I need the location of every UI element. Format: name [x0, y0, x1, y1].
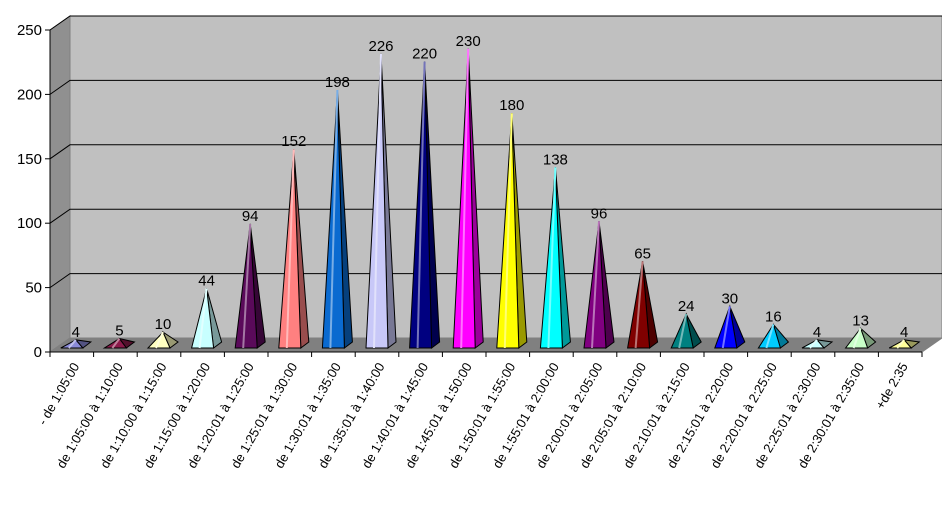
bar-highlight [721, 306, 731, 349]
bar-highlight [809, 339, 818, 349]
y-tick-label: 200 [17, 86, 42, 103]
bars [60, 48, 921, 349]
y-tick-label: 150 [17, 151, 42, 168]
bar [409, 61, 441, 349]
bar-highlight [329, 89, 339, 349]
bar-highlight [503, 113, 513, 349]
data-label: 4 [72, 324, 80, 341]
data-label: 96 [591, 205, 608, 222]
data-label: 24 [678, 298, 695, 315]
bar [102, 337, 136, 349]
bar [234, 223, 266, 349]
bar [757, 323, 790, 349]
bar-highlight [285, 149, 295, 349]
bar-highlight [547, 167, 557, 349]
data-label: 30 [721, 290, 738, 307]
y-tick-label: 50 [25, 280, 42, 297]
bar [627, 261, 659, 349]
bar [146, 330, 179, 349]
bar-highlight [373, 53, 382, 349]
bar-highlight [111, 337, 121, 349]
data-label: 44 [198, 272, 215, 289]
bar [844, 327, 877, 349]
x-tick-label: - de 1:05:00 [35, 360, 83, 428]
bar [714, 304, 746, 349]
data-label: 94 [242, 208, 259, 225]
y-tick-label: 100 [17, 215, 42, 232]
gridline [49, 208, 942, 224]
y-axis: 0 50 100 150 200 250 [17, 22, 922, 361]
bar-highlight [678, 313, 688, 349]
y-tick-label: 0 [34, 344, 42, 361]
data-label: 152 [281, 133, 306, 150]
data-label: 226 [368, 38, 393, 55]
data-label: 138 [543, 151, 568, 168]
data-label: 4 [813, 324, 821, 341]
bar [496, 113, 528, 349]
data-label: 5 [115, 323, 123, 340]
bar-highlight [765, 324, 775, 349]
data-label: 16 [765, 308, 782, 325]
data-label: 10 [155, 316, 172, 333]
bar [888, 339, 921, 349]
bar [539, 167, 571, 349]
data-label: 220 [412, 46, 437, 63]
bar-highlight [896, 339, 905, 349]
bar-highlight [68, 339, 77, 349]
bar [278, 149, 310, 349]
bar [801, 339, 834, 349]
bar-highlight [416, 61, 426, 349]
bar-highlight [591, 221, 600, 349]
data-label: 198 [325, 74, 350, 91]
bar [60, 339, 93, 349]
bar-highlight [852, 327, 862, 349]
gridline [49, 79, 942, 95]
bar [452, 48, 484, 349]
bar-highlight [198, 288, 208, 349]
bar [365, 53, 397, 349]
bar-highlight [634, 261, 644, 349]
data-label: 65 [634, 245, 651, 262]
gridline [49, 273, 942, 289]
bar-highlight [155, 331, 164, 349]
bar [583, 221, 615, 349]
data-label: 230 [456, 33, 481, 50]
x-tick-label: +de 2:35 [872, 360, 910, 412]
bar-highlight [460, 48, 470, 349]
data-label: 4 [900, 324, 908, 341]
data-label: 180 [499, 97, 524, 114]
bar [321, 89, 353, 349]
gridline [49, 15, 942, 31]
data-label: 13 [852, 312, 869, 329]
bar [190, 288, 223, 349]
bar [670, 312, 702, 349]
gridline [49, 144, 942, 160]
bar-highlight [242, 223, 252, 349]
side-wall [49, 15, 71, 353]
y-tick-label: 250 [17, 22, 42, 39]
plot-area [48, 15, 942, 353]
